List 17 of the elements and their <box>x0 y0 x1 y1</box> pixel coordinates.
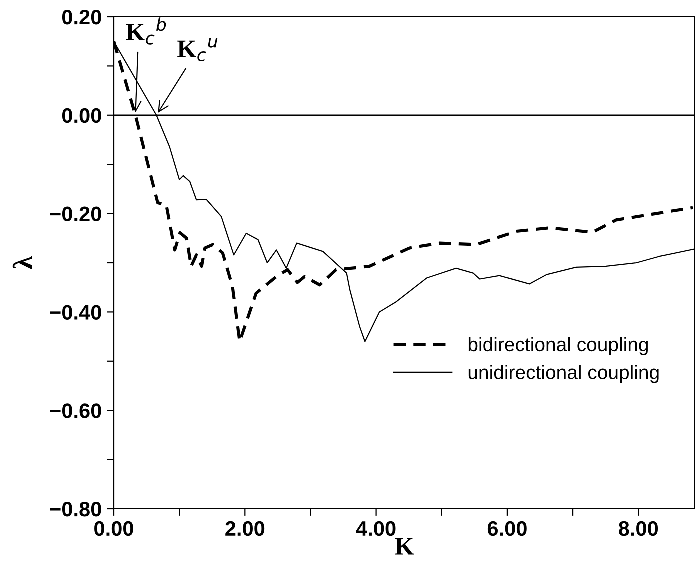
legend-label: unidirectional coupling <box>468 365 659 384</box>
x-tick-label: 8.00 <box>618 521 658 536</box>
annotation: K$_{c}$$^{u}$ <box>178 38 218 62</box>
x-tick-label: 0.00 <box>94 521 134 536</box>
y-tick-label: −0.40 <box>50 305 102 320</box>
x-tick-label: 6.00 <box>488 521 527 536</box>
legend-label: bidirectional coupling <box>468 337 648 356</box>
x-tick-label: 4.00 <box>356 521 396 536</box>
y-tick-label: −0.60 <box>50 404 102 418</box>
y-tick-label: −0.80 <box>50 502 102 517</box>
x-tick-label: 2.00 <box>226 521 265 536</box>
y-axis-title: λ <box>12 256 32 270</box>
y-tick-label: 0.20 <box>62 10 102 25</box>
y-tick-label: −0.20 <box>50 206 102 222</box>
y-tick-label: 0.00 <box>62 108 102 124</box>
x-axis-title: K <box>395 538 414 555</box>
annotation: K$_{c}$$^{b}$ <box>126 18 166 45</box>
